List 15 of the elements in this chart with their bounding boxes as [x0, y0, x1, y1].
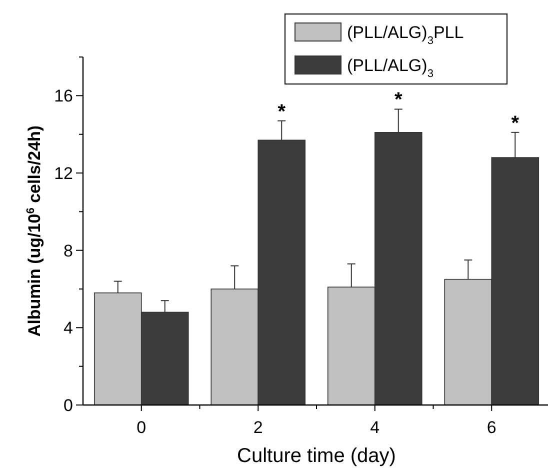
- annotation: *: [394, 89, 402, 112]
- legend-label: (PLL/ALG)$_{3}$: [347, 56, 434, 80]
- x-axis-title: Culture time (day): [237, 445, 396, 467]
- x-tick-label: 6: [486, 418, 496, 437]
- x-tick-label: 2: [253, 418, 263, 437]
- y-tick-label: 12: [54, 164, 73, 183]
- x-tick-label: 4: [370, 418, 380, 437]
- annotation: *: [278, 100, 286, 123]
- y-tick-label: 8: [64, 241, 73, 260]
- annotation: *: [511, 112, 520, 134]
- y-tick-label: 4: [64, 318, 73, 338]
- y-tick-label: 16: [54, 86, 73, 106]
- x-tick-label: 0: [136, 418, 146, 437]
- legend-label: (PLL/ALG)$_{3}$PLL: [347, 23, 464, 47]
- y-tick-label: 0: [64, 396, 73, 415]
